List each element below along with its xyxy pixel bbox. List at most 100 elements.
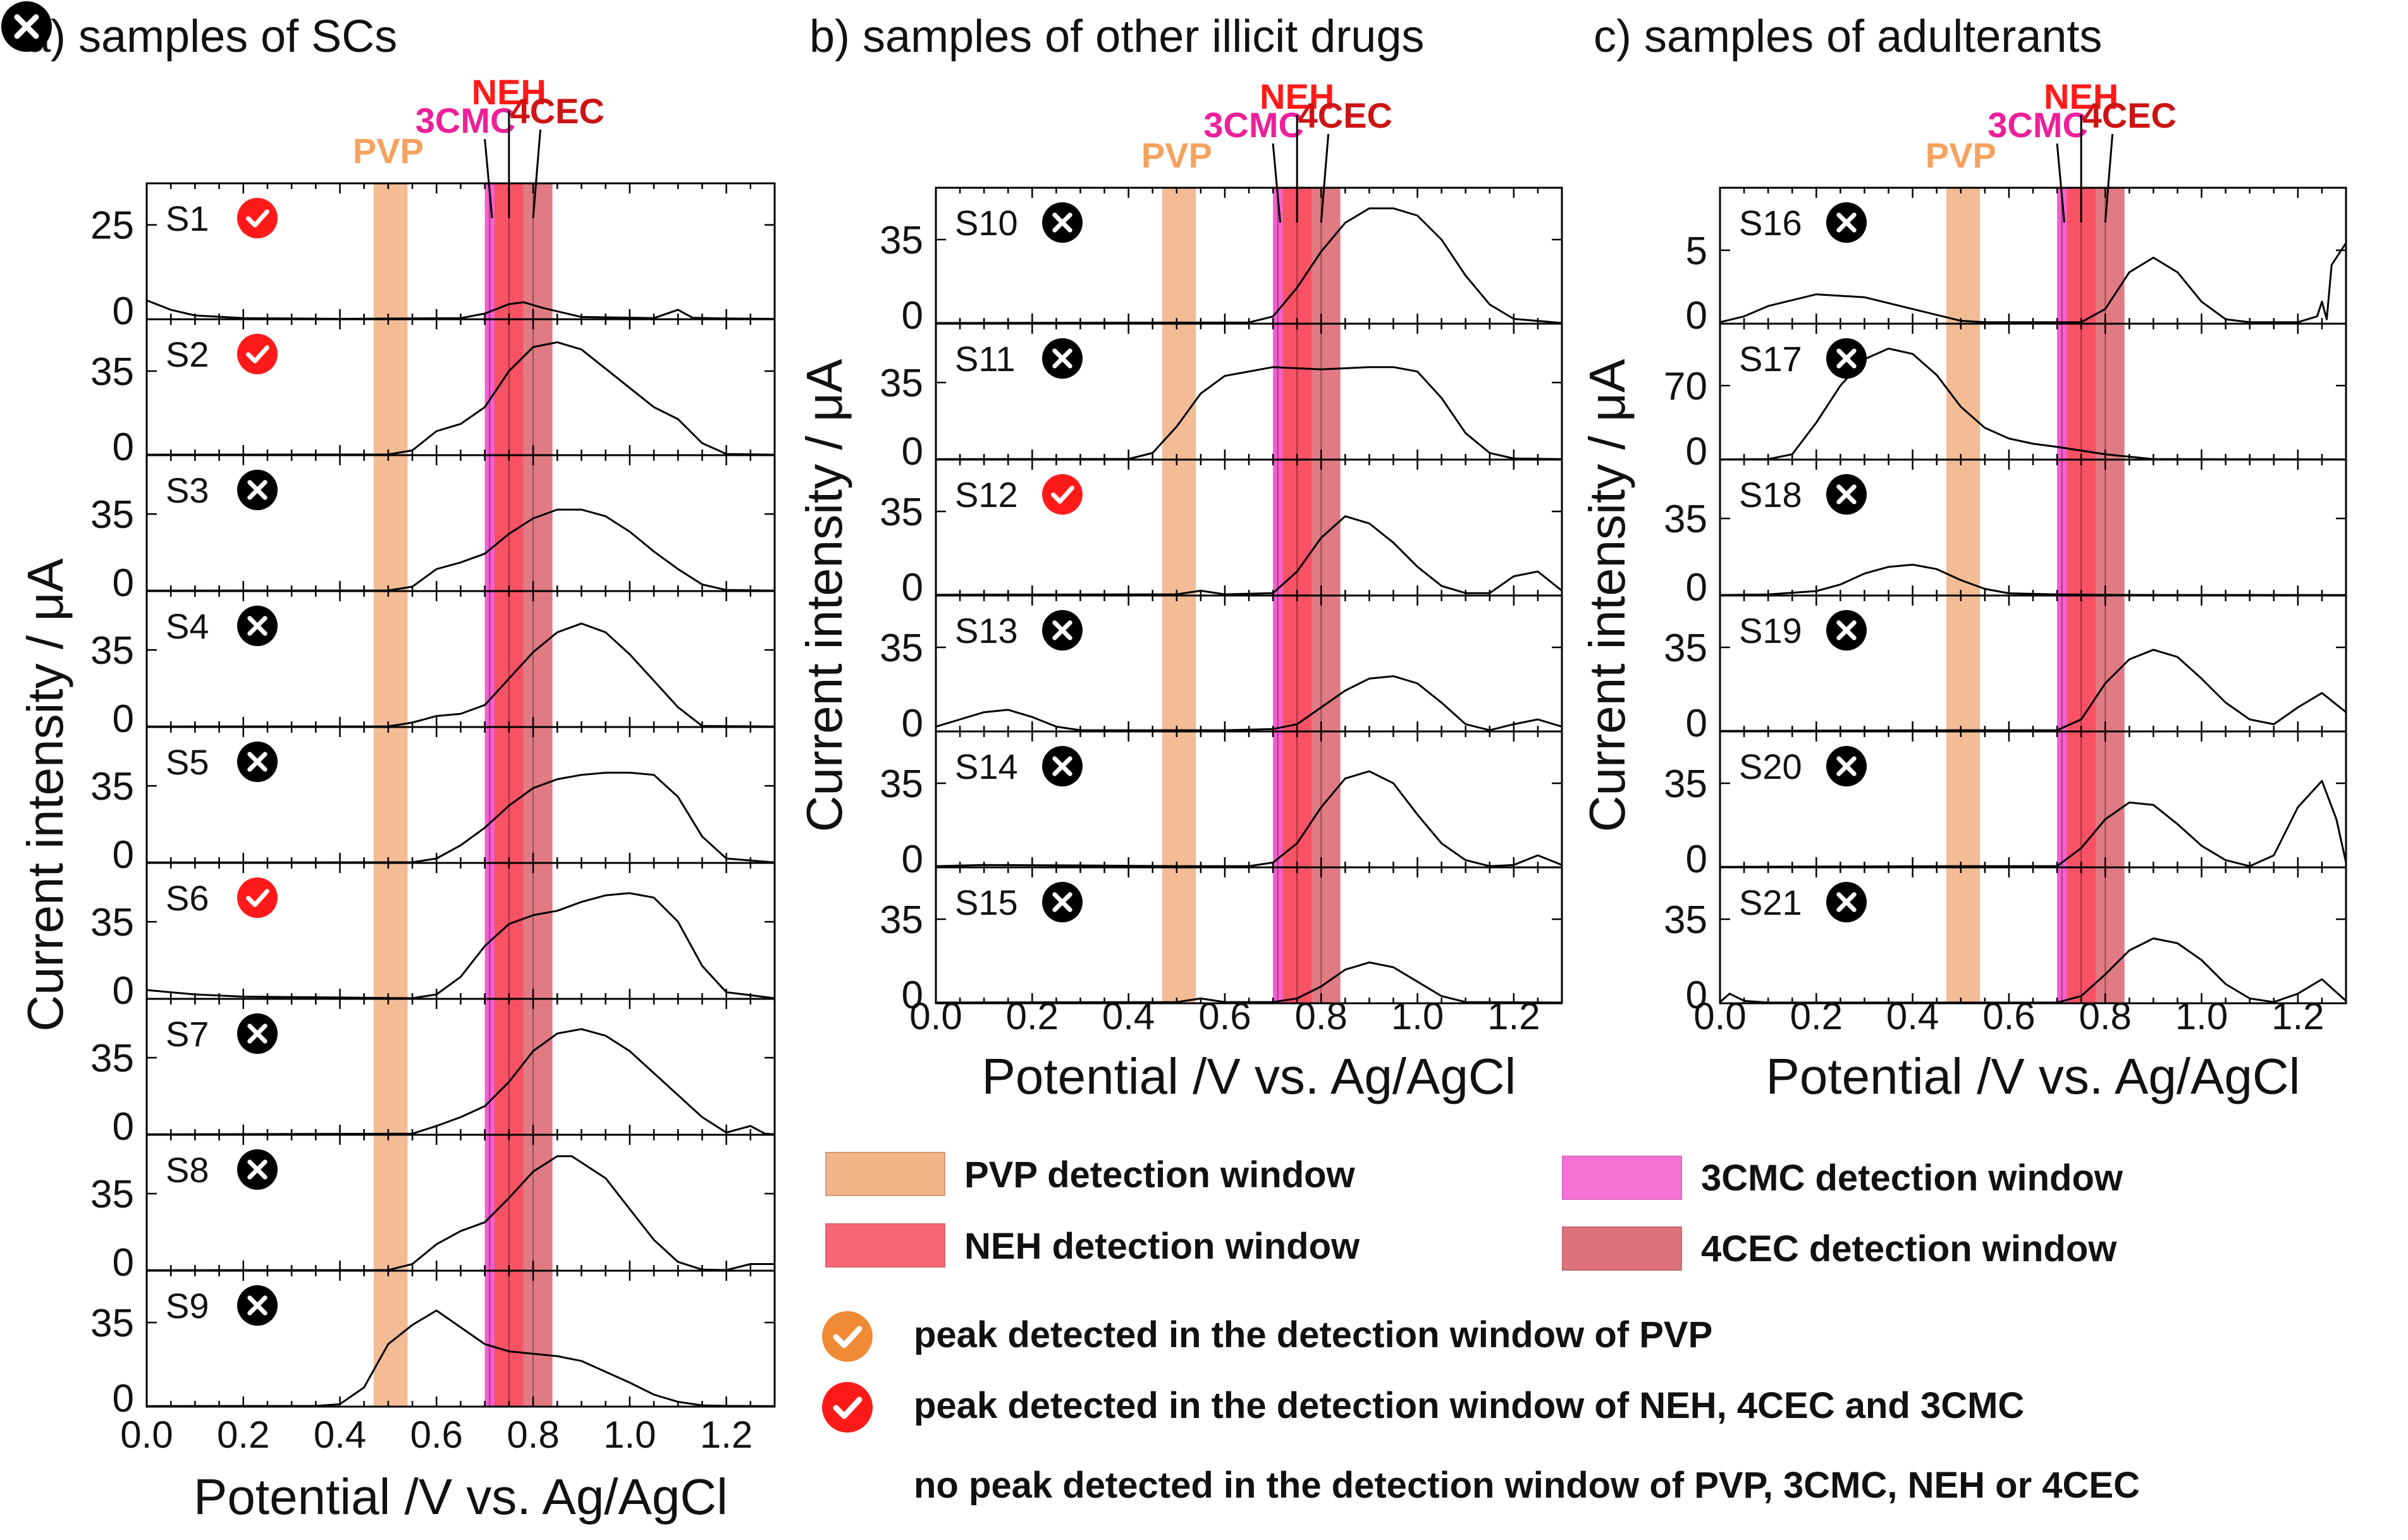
check-icon-circle xyxy=(237,877,278,918)
subplot-frame xyxy=(1719,322,2347,461)
series-panel-s21: 0 35 S21 xyxy=(1664,866,2347,1017)
legend-mark-circle xyxy=(822,1311,873,1362)
leader-4cec xyxy=(1320,133,1330,223)
y-tick-label: 35 xyxy=(1664,498,1707,541)
cross-icon xyxy=(1042,882,1083,922)
subplot-frame xyxy=(145,862,776,1000)
y-tick-label-0: 0 xyxy=(1686,430,1707,474)
series-line-s7 xyxy=(146,1028,775,1135)
leader-3cmc xyxy=(2056,143,2065,223)
subplot-frame xyxy=(145,318,776,456)
x-tick-label: 0.8 xyxy=(1295,995,1348,1037)
legend-mark-svg xyxy=(822,1382,873,1433)
y-tick-label: 35 xyxy=(90,629,134,673)
window-label-pvp: PVP xyxy=(353,131,424,171)
series-panel-s18: 0 35 S18 xyxy=(1664,458,2347,609)
sample-label: S14 xyxy=(955,747,1018,786)
y-tick-label-0: 0 xyxy=(902,294,923,338)
cross-icon xyxy=(1826,202,1867,243)
y-tick-label: 35 xyxy=(90,1302,134,1345)
x-tick-label: 0.4 xyxy=(314,1414,366,1456)
y-tick-label-0: 0 xyxy=(902,838,923,881)
legend-cross-mark-label: no peak detected in the detection window… xyxy=(914,1465,2140,1506)
series-panel-s16: 0 5 S16 xyxy=(1686,186,2347,338)
y-tick-label: 35 xyxy=(1664,626,1707,670)
y-tick-label-0: 0 xyxy=(113,561,134,605)
legend-mark-glyph xyxy=(833,1396,863,1419)
check-icon-tick xyxy=(1051,486,1074,504)
y-tick-label: 70 xyxy=(1664,365,1707,408)
window-label-pvp: PVP xyxy=(1141,135,1212,175)
subplot-frame xyxy=(935,730,1563,869)
sample-label: S7 xyxy=(166,1014,209,1054)
leader-3cmc xyxy=(1272,143,1281,223)
leader-3cmc xyxy=(484,138,493,219)
leader-4cec xyxy=(2104,133,2114,223)
series-line-s19 xyxy=(1719,649,2347,732)
series-panel-s2: 0 35 S2 xyxy=(90,318,776,469)
sample-label: S15 xyxy=(955,883,1018,922)
series-line-s20 xyxy=(1719,779,2347,868)
window-label-3cmc: 3CMC xyxy=(415,101,516,140)
cross-icon-x xyxy=(247,480,267,500)
y-tick-label-0: 0 xyxy=(113,697,134,741)
window-label-3cmc: 3CMC xyxy=(1987,105,2088,145)
series-panel-s15: 0 35 S15 xyxy=(880,866,1563,1017)
chart-title: c) samples of adulterants xyxy=(1594,11,2102,62)
series-panel-s6: 0 35 S6 xyxy=(90,862,776,1013)
legend-mark-circle xyxy=(822,1382,873,1433)
y-tick-label-0: 0 xyxy=(1686,294,1707,338)
series-panel-s12: 0 35 S12 xyxy=(880,458,1563,609)
y-tick-label: 35 xyxy=(90,350,134,394)
cross-icon xyxy=(237,606,278,646)
cross-icon-x xyxy=(247,1295,267,1316)
legend-pvp-label: PVP detection window xyxy=(964,1154,1355,1195)
x-tick-label: 0.0 xyxy=(1693,995,1746,1037)
cross-icon xyxy=(1826,610,1867,651)
y-tick-label-0: 0 xyxy=(902,566,923,609)
cross-icon-x xyxy=(247,616,267,636)
series-panel-s17: 0 70 S17 xyxy=(1664,322,2347,474)
series-line-s12 xyxy=(935,515,1563,596)
series-line-s5 xyxy=(146,771,775,864)
window-4cec xyxy=(523,183,553,1407)
pvp-swatch xyxy=(825,1152,945,1196)
y-axis-label: Current intensity / μA xyxy=(17,558,73,1032)
series-panel-s9: 0 35 S9 xyxy=(90,1269,776,1421)
cross-icon xyxy=(237,1013,278,1054)
y-tick-label-0: 0 xyxy=(902,974,923,1017)
series-line-s3 xyxy=(146,508,775,592)
check-icon xyxy=(237,198,278,238)
series-panel-s13: 0 35 S13 xyxy=(880,594,1563,745)
sample-label: S9 xyxy=(166,1286,209,1326)
cross-icon xyxy=(237,742,278,782)
series-line-s15 xyxy=(935,961,1563,1004)
neh-swatch xyxy=(825,1223,945,1268)
cross-icon-x xyxy=(1836,756,1857,776)
sample-label: S20 xyxy=(1739,747,1802,786)
y-tick-label: 35 xyxy=(880,762,923,806)
legend-3cmc-label: 3CMC detection window xyxy=(1701,1158,2123,1199)
y-tick-label-0: 0 xyxy=(113,969,134,1013)
series-panel-s4: 0 35 S4 xyxy=(90,590,776,741)
subplot-frame xyxy=(935,594,1563,733)
y-tick-label: 35 xyxy=(1664,898,1707,942)
check-icon-tick xyxy=(246,209,269,228)
legend-mark-glyph xyxy=(14,14,39,39)
subplot-frame xyxy=(935,322,1563,461)
cross-icon-x xyxy=(1052,212,1072,233)
sample-label: S21 xyxy=(1739,883,1802,922)
series-line-s11 xyxy=(935,366,1563,460)
y-tick-label: 35 xyxy=(1664,762,1707,806)
sample-label: S16 xyxy=(1739,203,1802,243)
series-line-s14 xyxy=(935,770,1563,867)
y-tick-label: 35 xyxy=(880,362,923,405)
cross-icon-x xyxy=(247,1159,267,1180)
window-label-4cec: 4CEC xyxy=(2082,95,2177,135)
check-icon-circle xyxy=(1042,474,1083,515)
subplot-frame xyxy=(145,1269,776,1408)
chart-panel-2: b) samples of other illicit drugs PVP3CMC… xyxy=(796,11,1563,1104)
x-tick-label: 1.2 xyxy=(1487,995,1540,1037)
